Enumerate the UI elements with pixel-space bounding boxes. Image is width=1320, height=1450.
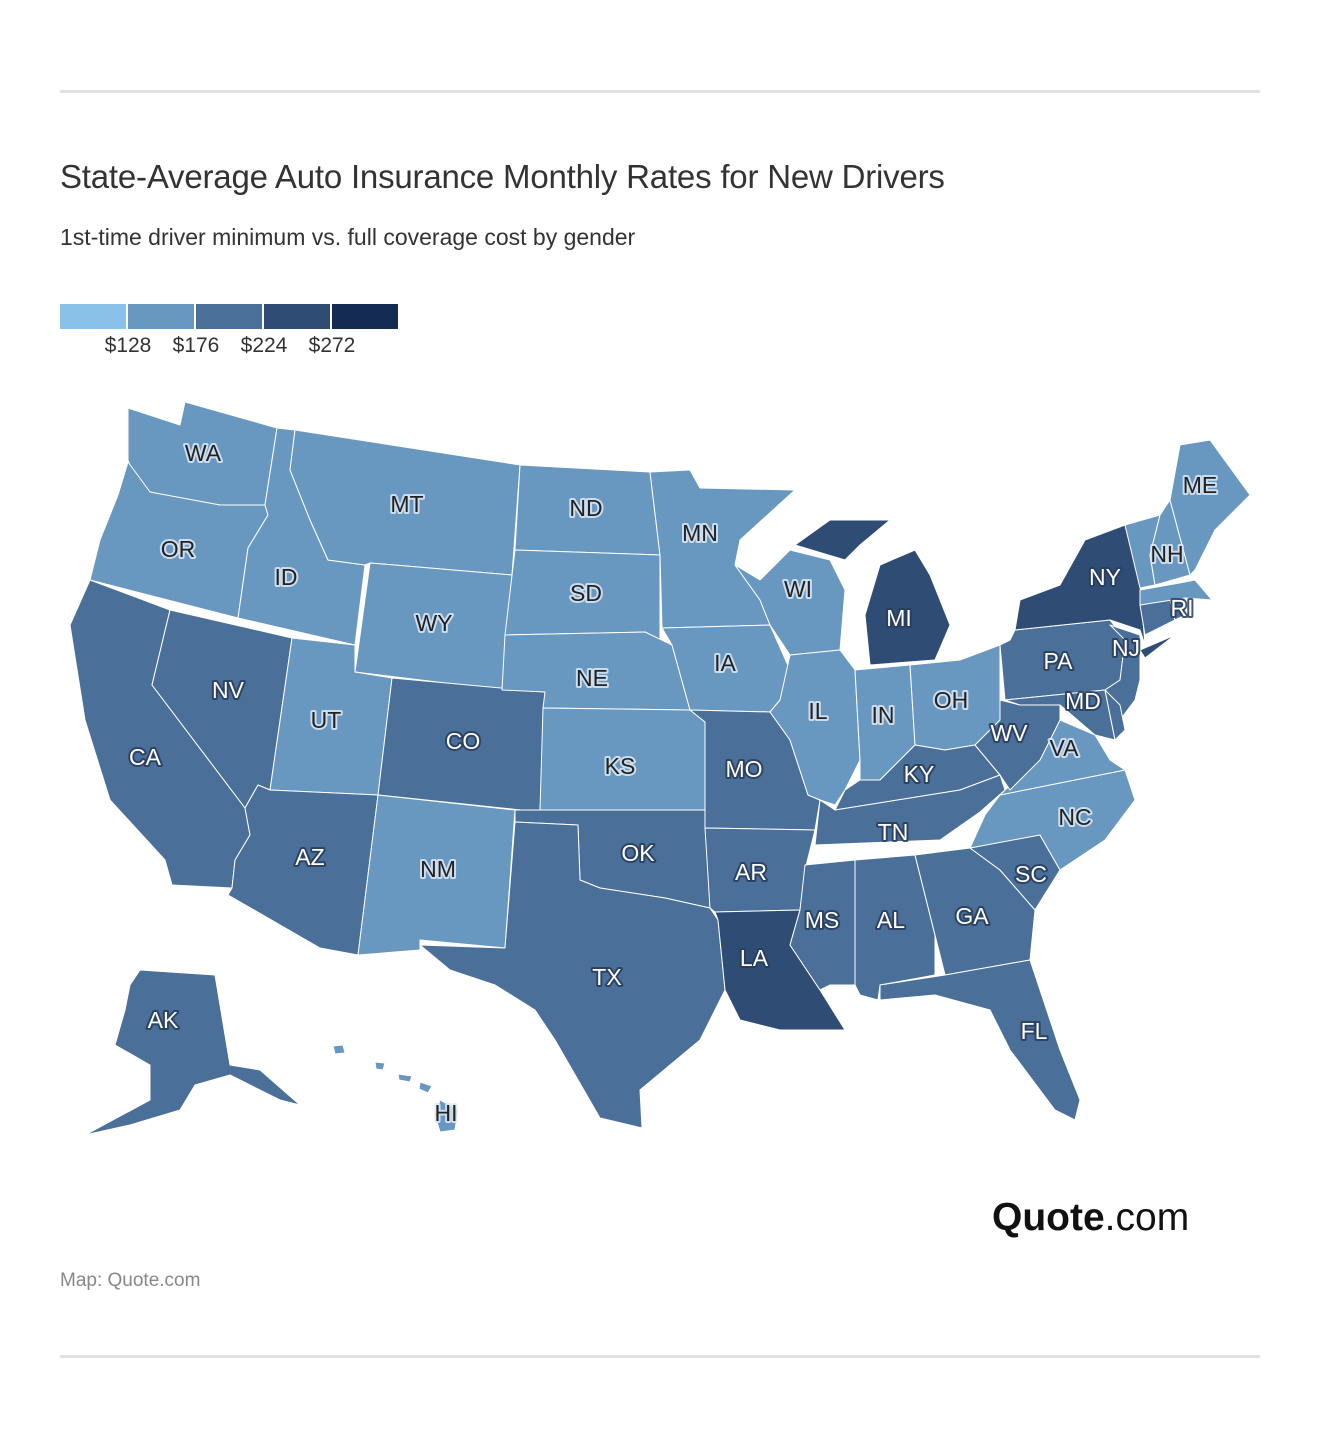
- state-nh[interactable]: [1149, 499, 1191, 586]
- legend-label: $128: [104, 334, 152, 357]
- state-tx[interactable]: [419, 821, 726, 1129]
- state-ak[interactable]: [84, 969, 301, 1136]
- us-choropleth-map: WA OR CA NV ID MT WY UT CO AZ NM ND SD NE KS OK TX MN IA MO…: [69, 401, 1251, 1136]
- state-de[interactable]: [1104, 689, 1126, 741]
- state-label-ut: UT: [311, 707, 342, 733]
- state-label-nm: NM: [420, 856, 456, 882]
- state-label-me: ME: [1183, 472, 1218, 498]
- state-me[interactable]: [1169, 439, 1251, 576]
- state-label-oh: OH: [934, 687, 969, 713]
- state-label-wi: WI: [784, 576, 812, 602]
- legend-swatch-2: [128, 304, 194, 329]
- state-label-tn: TN: [878, 819, 909, 845]
- state-label-ar: AR: [735, 859, 767, 885]
- state-label-in: IN: [872, 702, 895, 728]
- state-label-ny: NY: [1089, 564, 1121, 590]
- state-label-wy: WY: [415, 610, 452, 636]
- state-label-co: CO: [446, 728, 481, 754]
- state-label-ri: RI: [1171, 595, 1194, 621]
- state-labels: WA OR CA NV ID MT WY UT CO AZ NM ND SD NE KS OK TX MN IA MO…: [127, 438, 1219, 1128]
- state-label-az: AZ: [295, 844, 324, 870]
- state-label-hi: HI: [435, 1100, 458, 1126]
- color-legend: [60, 304, 398, 329]
- state-label-ca: CA: [129, 744, 162, 770]
- state-label-ga: GA: [955, 903, 989, 929]
- state-nc[interactable]: [969, 769, 1136, 871]
- legend-label: $176: [172, 334, 220, 357]
- source-note: Map: Quote.com: [60, 1270, 201, 1291]
- state-label-mi: MI: [886, 605, 912, 631]
- state-label-ok: OK: [621, 840, 655, 866]
- legend-label: $272: [308, 334, 356, 357]
- state-label-ms: MS: [805, 907, 840, 933]
- state-label-ky: KY: [904, 761, 935, 787]
- legend-swatch-3: [196, 304, 262, 329]
- state-label-ak: AK: [148, 1007, 179, 1033]
- state-mt[interactable]: [289, 429, 521, 576]
- legend-swatch-5: [332, 304, 398, 329]
- state-shapes: [69, 401, 1251, 1136]
- state-label-va: VA: [1050, 735, 1080, 761]
- state-hi[interactable]: [332, 1044, 459, 1133]
- state-label-mt: MT: [390, 491, 423, 517]
- state-label-la: LA: [740, 945, 769, 971]
- state-label-ne: NE: [576, 665, 608, 691]
- state-label-wa: WA: [185, 440, 222, 466]
- logo-suffix: .com: [1104, 1196, 1190, 1239]
- state-label-fl: FL: [1021, 1018, 1048, 1044]
- state-label-nh: NH: [1150, 541, 1183, 567]
- state-label-md: MD: [1065, 688, 1101, 714]
- state-label-ks: KS: [605, 753, 636, 779]
- state-wi[interactable]: [734, 549, 846, 656]
- state-label-id: ID: [275, 564, 298, 590]
- state-label-sc: SC: [1015, 861, 1047, 887]
- state-label-pa: PA: [1044, 648, 1074, 674]
- state-ma[interactable]: [1139, 579, 1213, 606]
- chart-subtitle: 1st-time driver minimum vs. full coverag…: [60, 224, 636, 250]
- state-label-il: IL: [808, 698, 827, 724]
- state-label-nd: ND: [569, 495, 602, 521]
- bottom-divider: [60, 1355, 1260, 1358]
- state-label-nj: NJ: [1112, 635, 1140, 661]
- chart-title: State-Average Auto Insurance Monthly Rat…: [60, 158, 945, 195]
- state-il[interactable]: [769, 649, 861, 806]
- state-label-nc: NC: [1058, 804, 1091, 830]
- state-label-or: OR: [161, 536, 196, 562]
- state-label-nv: NV: [212, 677, 245, 703]
- logo-brand: Quote: [992, 1196, 1105, 1239]
- state-label-mo: MO: [725, 756, 762, 782]
- top-divider: [60, 90, 1260, 93]
- legend-swatch-1: [60, 304, 126, 329]
- state-label-ia: IA: [714, 650, 736, 676]
- state-wv[interactable]: [974, 699, 1061, 791]
- legend-swatch-4: [264, 304, 330, 329]
- state-label-mn: MN: [682, 520, 718, 546]
- state-fl[interactable]: [879, 959, 1081, 1121]
- state-label-al: AL: [877, 907, 905, 933]
- state-mi[interactable]: [794, 519, 951, 666]
- state-label-wv: WV: [990, 720, 1028, 746]
- state-label-tx: TX: [592, 964, 621, 990]
- legend-label: $224: [240, 334, 288, 357]
- quote-logo: Quote.com: [992, 1196, 1189, 1240]
- state-label-sd: SD: [570, 580, 602, 606]
